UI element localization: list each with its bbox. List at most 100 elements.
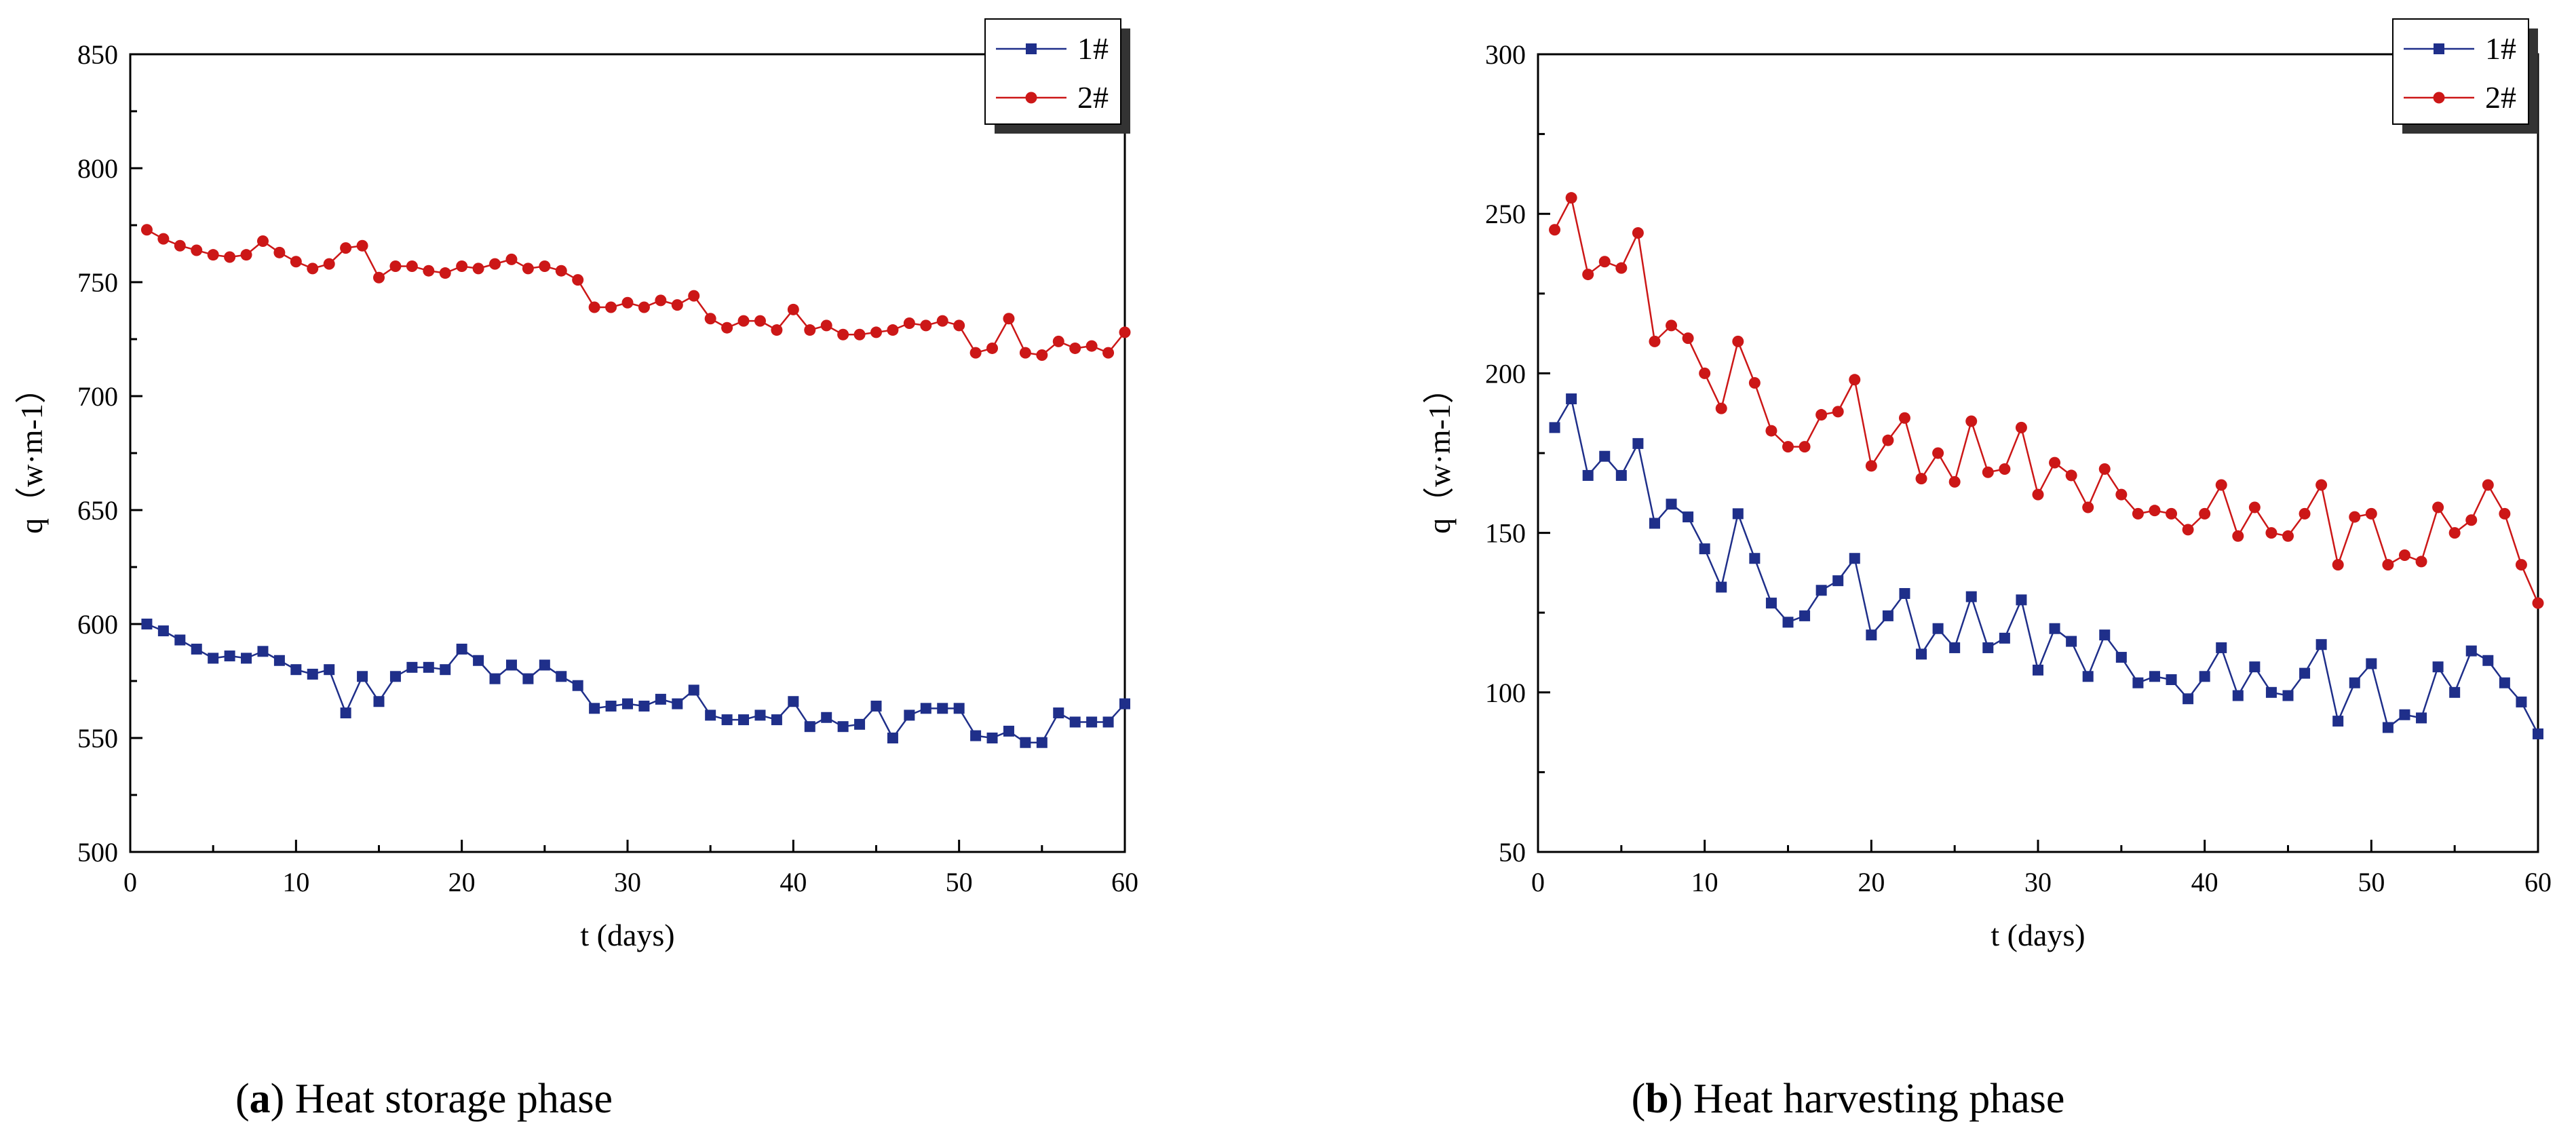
y-tick-label: 700 [77, 381, 118, 412]
data-point-circle [2115, 488, 2128, 501]
data-point-square [1982, 642, 1994, 653]
data-point-square [953, 703, 965, 714]
data-point-square [2232, 690, 2244, 701]
data-point-circle [1052, 335, 1064, 347]
data-point-square [2082, 671, 2094, 682]
data-point-square [1003, 725, 1014, 737]
data-point-square [423, 661, 434, 673]
caption-b: (b) Heat harvesting phase [1632, 1076, 2065, 1122]
data-point-circle [1849, 374, 1861, 386]
data-point-circle [704, 313, 716, 325]
y-tick-label: 150 [1485, 518, 1526, 549]
data-point-circle [2049, 456, 2061, 469]
data-point-circle [1715, 402, 1727, 414]
data-point-square [2499, 677, 2510, 688]
data-point-square [2332, 716, 2344, 727]
data-point-square [1732, 508, 1744, 520]
data-point-circle [2199, 507, 2211, 520]
data-point-square [1599, 450, 1611, 462]
chart-a-heat-storage: 0 10 20 30 40 50 60 500 550 600 650 700 750 800 850 t (… [14, 18, 1138, 952]
data-point-square [539, 659, 550, 671]
data-point-circle [1732, 335, 1744, 347]
data-point-square [1866, 629, 1877, 641]
data-point-circle [2182, 524, 2194, 536]
data-point-circle [737, 315, 750, 327]
data-point-square [1849, 553, 1860, 564]
data-point-square [2199, 671, 2210, 682]
data-point-circle [2166, 507, 2178, 520]
data-point-square [1549, 422, 1560, 433]
data-point-circle [655, 294, 667, 307]
data-point-circle [986, 342, 999, 354]
y-tick-label: 650 [77, 495, 118, 526]
data-point-square [788, 696, 799, 707]
data-point-circle [224, 251, 236, 263]
data-point-square [174, 634, 186, 646]
data-point-square [937, 703, 948, 714]
data-point-square [241, 653, 252, 664]
data-point-square [1799, 610, 1811, 621]
legend-marker-circle [1025, 92, 1037, 104]
data-point-circle [572, 274, 584, 286]
data-point-square [1782, 617, 1794, 628]
data-point-circle [754, 315, 766, 327]
legend-marker-circle [2433, 92, 2445, 104]
data-point-square [357, 671, 368, 682]
data-point-square [1932, 623, 1944, 634]
data-point-square [986, 733, 998, 743]
data-point-square [2115, 652, 2127, 663]
data-point-circle [273, 246, 286, 258]
data-point-square [887, 733, 898, 743]
data-point-circle [1632, 227, 1644, 239]
data-point-circle [936, 315, 948, 327]
data-point-circle [1549, 224, 1561, 236]
data-point-circle [1615, 262, 1628, 274]
data-point-circle [2098, 463, 2111, 475]
data-point-circle [1865, 460, 1877, 472]
data-point-square [1916, 648, 1927, 660]
data-point-circle [472, 263, 484, 275]
x-tick-label: 40 [2191, 867, 2218, 897]
x-tick-label: 40 [780, 867, 807, 897]
x-tick-label: 30 [614, 867, 641, 897]
data-point-square [754, 709, 766, 721]
data-point-square [1999, 632, 2010, 644]
data-point-square [2382, 722, 2394, 733]
data-point-square [572, 680, 583, 691]
data-point-circle [2532, 597, 2544, 609]
data-point-circle [969, 347, 982, 359]
y-tick-label: 250 [1485, 199, 1526, 229]
data-point-square [2432, 661, 2444, 673]
data-point-square [2349, 677, 2360, 688]
data-point-circle [1832, 406, 1844, 418]
data-point-square [904, 709, 915, 721]
data-point-circle [439, 267, 451, 279]
data-point-circle [406, 260, 418, 272]
data-point-circle [1085, 340, 1098, 352]
data-point-square [1102, 716, 1114, 728]
data-point-square [804, 721, 815, 733]
data-point-circle [1582, 269, 1594, 281]
data-point-square [1815, 585, 1827, 596]
data-point-circle [837, 328, 849, 341]
series-line-1 [146, 623, 1126, 743]
data-point-square [2099, 629, 2111, 641]
data-point-circle [2482, 479, 2494, 491]
data-point-square [920, 703, 931, 714]
series-line-1 [1554, 396, 2539, 735]
data-point-circle [2432, 501, 2444, 513]
data-point-circle [721, 322, 733, 334]
data-point-square [2049, 623, 2060, 634]
data-point-square [1716, 581, 1727, 593]
data-point-circle [489, 258, 501, 270]
data-point-square [2533, 728, 2543, 739]
data-point-square [191, 643, 202, 655]
data-point-square [771, 714, 782, 726]
data-point-square [340, 707, 351, 719]
legend-marker-square [2434, 43, 2444, 54]
x-tick-label: 20 [448, 867, 476, 897]
data-point-circle [2282, 530, 2294, 542]
data-point-circle [1682, 332, 1694, 345]
data-point-square [208, 653, 219, 664]
